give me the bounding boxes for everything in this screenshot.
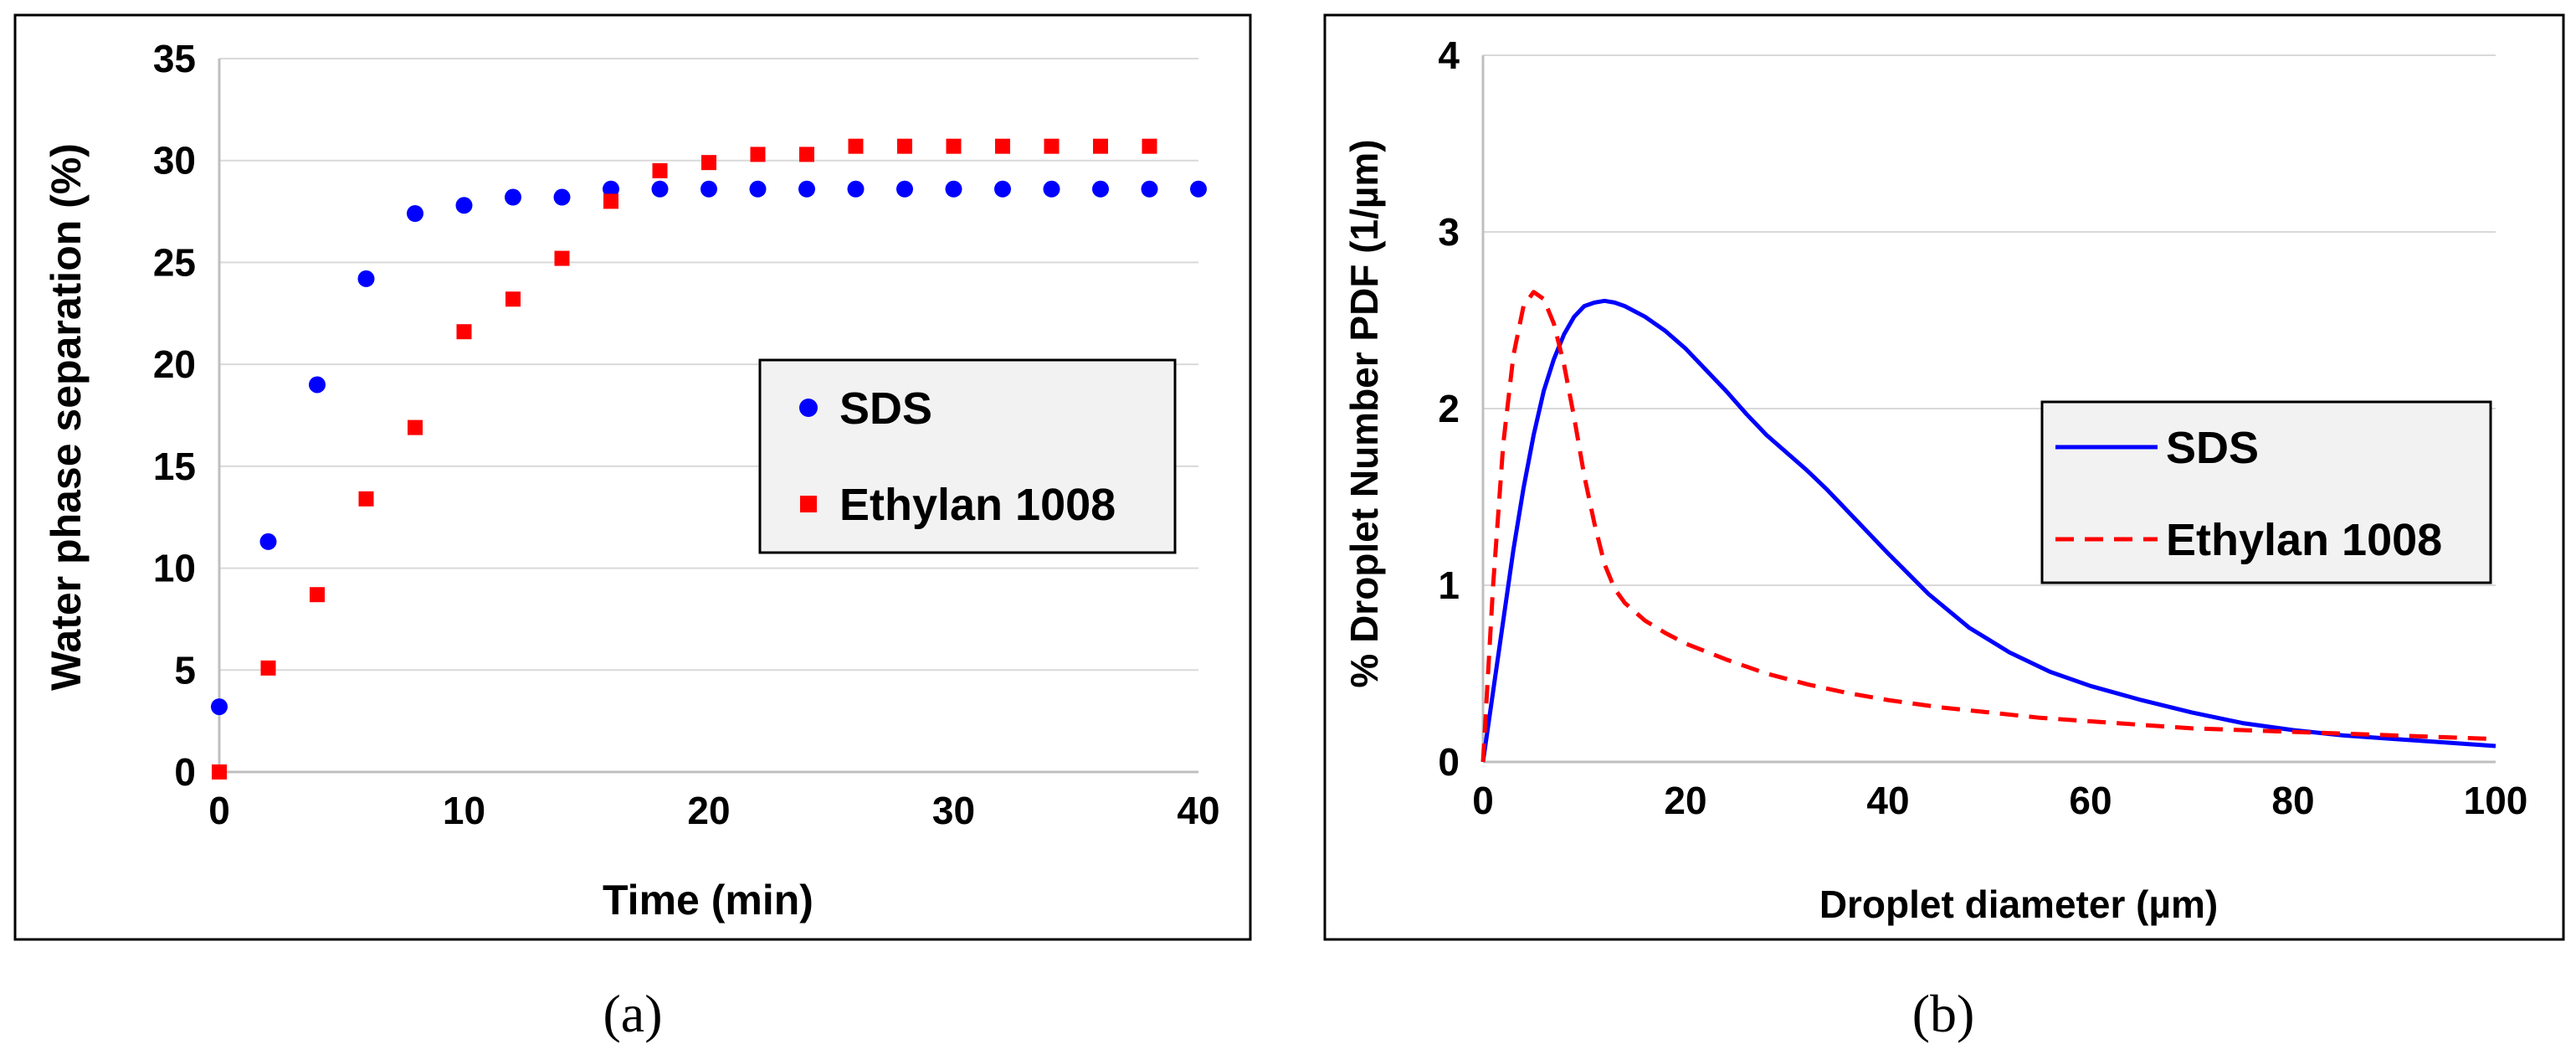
sds-point (603, 180, 619, 198)
ethylan-point (408, 419, 423, 435)
chart-b-series (1480, 290, 2496, 763)
chart-b-panel-label: (b) (1912, 984, 1975, 1043)
chart-a-y-tick-label: 15 (153, 445, 196, 488)
chart-a-legend-box (758, 358, 1177, 554)
sds-point (553, 188, 571, 206)
chart-a-y-tick-label: 20 (153, 342, 196, 386)
chart-b-x-tick-label: 100 (2464, 779, 2528, 822)
chart-b-y-ticks: 0 1 2 3 4 (1438, 33, 1460, 784)
sds-point (455, 197, 473, 214)
chart-a-series (211, 138, 1207, 780)
ethylan-point (212, 764, 227, 780)
chart-a-y-tick-label: 10 (153, 547, 196, 590)
chart-a-y-tick-label: 35 (153, 37, 196, 80)
chart-a-y-tick-label: 0 (174, 750, 196, 794)
ethylan-point (358, 491, 374, 507)
chart-b-y-tick-label: 3 (1438, 210, 1460, 254)
sds-point (651, 180, 669, 198)
sds-point (896, 180, 913, 198)
chart-a-x-ticks: 0 10 20 30 40 (208, 789, 1219, 832)
sds-point (505, 188, 521, 206)
chart-a-x-tick-label: 30 (932, 789, 975, 832)
chart-a-ylabel: Water phase separation (%) (43, 143, 90, 691)
ethylan-point (603, 193, 618, 209)
ethylan-point (1044, 138, 1060, 154)
chart-b-legend-label-sds: SDS (2166, 423, 2259, 473)
ethylan-point (310, 587, 325, 603)
chart-a-x-tick-label: 40 (1177, 789, 1219, 832)
ethylan-point (456, 324, 472, 340)
chart-b: 0 1 2 3 4 0 20 40 60 80 100 Droplet diameter (µm)… (1323, 13, 2565, 941)
chart-b-x-tick-label: 80 (2271, 779, 2314, 822)
ethylan-point (750, 147, 766, 162)
ethylan-point (701, 155, 716, 171)
chart-a: 0 5 10 15 20 25 30 35 0 10 20 30 40 Time (min) Wate… (13, 13, 1252, 941)
chart-a-y-tick-label: 25 (153, 240, 196, 284)
chart-b-y-tick-label: 4 (1438, 33, 1460, 77)
chart-a-legend-label-sds: SDS (839, 383, 932, 434)
sds-point (994, 180, 1011, 198)
chart-a-panel-label: (a) (603, 984, 662, 1043)
ethylan-point (995, 138, 1010, 154)
chart-b-x-tick-label: 20 (1664, 779, 1706, 822)
chart-a-x-tick-label: 0 (208, 789, 230, 832)
chart-a-legend-marker-ethylan (800, 496, 817, 512)
ethylan-point (799, 147, 814, 162)
chart-a-y-tick-label: 30 (153, 139, 196, 183)
sds-point (945, 180, 962, 198)
chart-b-y-tick-label: 1 (1438, 563, 1460, 607)
sds-point (259, 533, 277, 550)
ethylan-point (897, 138, 912, 154)
ethylan-point (1142, 138, 1157, 154)
sds-point (798, 180, 815, 198)
sds-point (700, 180, 717, 198)
chart-a-legend: SDS Ethylan 1008 (758, 358, 1177, 554)
sds-line (1480, 298, 2496, 763)
ethylan-point (505, 291, 521, 307)
chart-b-legend-label-ethylan: Ethylan 1008 (2166, 515, 2442, 565)
ethylan-point (848, 138, 864, 154)
sds-point (1043, 180, 1060, 198)
ethylan-line (1480, 290, 2496, 763)
sds-point (309, 376, 326, 394)
chart-a-xlabel: Time (min) (603, 877, 813, 924)
ethylan-point (260, 660, 276, 676)
sds-point (847, 180, 865, 198)
sds-point (357, 270, 375, 287)
sds-point (407, 205, 423, 223)
chart-a-legend-label-ethylan: Ethylan 1008 (839, 480, 1116, 530)
chart-b-y-tick-label: 2 (1438, 387, 1460, 430)
sds-point (749, 180, 767, 198)
chart-b-x-tick-label: 60 (2069, 779, 2112, 822)
sds-point (1092, 180, 1109, 198)
chart-b-x-tick-label: 0 (1472, 779, 1494, 822)
chart-a-x-tick-label: 10 (443, 789, 485, 832)
ethylan-point (946, 138, 962, 154)
ethylan-point (652, 162, 668, 178)
ethylan-point (1093, 138, 1108, 154)
chart-a-axes (218, 59, 1198, 774)
sds-point (1190, 180, 1207, 198)
sds-point (1141, 180, 1158, 198)
chart-b-axes (1481, 55, 2496, 764)
sds-point (211, 698, 228, 716)
chart-b-x-tick-label: 40 (1866, 779, 1909, 822)
chart-a-y-ticks: 0 5 10 15 20 25 30 35 (153, 37, 196, 794)
chart-b-xlabel: Droplet diameter (µm) (1819, 882, 2218, 926)
ethylan-point (554, 250, 570, 266)
chart-b-legend: SDS Ethylan 1008 (2040, 400, 2492, 584)
chart-a-x-tick-label: 20 (687, 789, 730, 832)
chart-b-ylabel: % Droplet Number PDF (1/µm) (1342, 139, 1386, 687)
chart-b-x-ticks: 0 20 40 60 80 100 (1472, 779, 2527, 822)
chart-b-y-tick-label: 0 (1438, 740, 1460, 784)
chart-b-legend-box (2040, 400, 2492, 584)
chart-a-y-tick-label: 5 (174, 648, 196, 692)
chart-a-legend-marker-sds (799, 399, 818, 417)
